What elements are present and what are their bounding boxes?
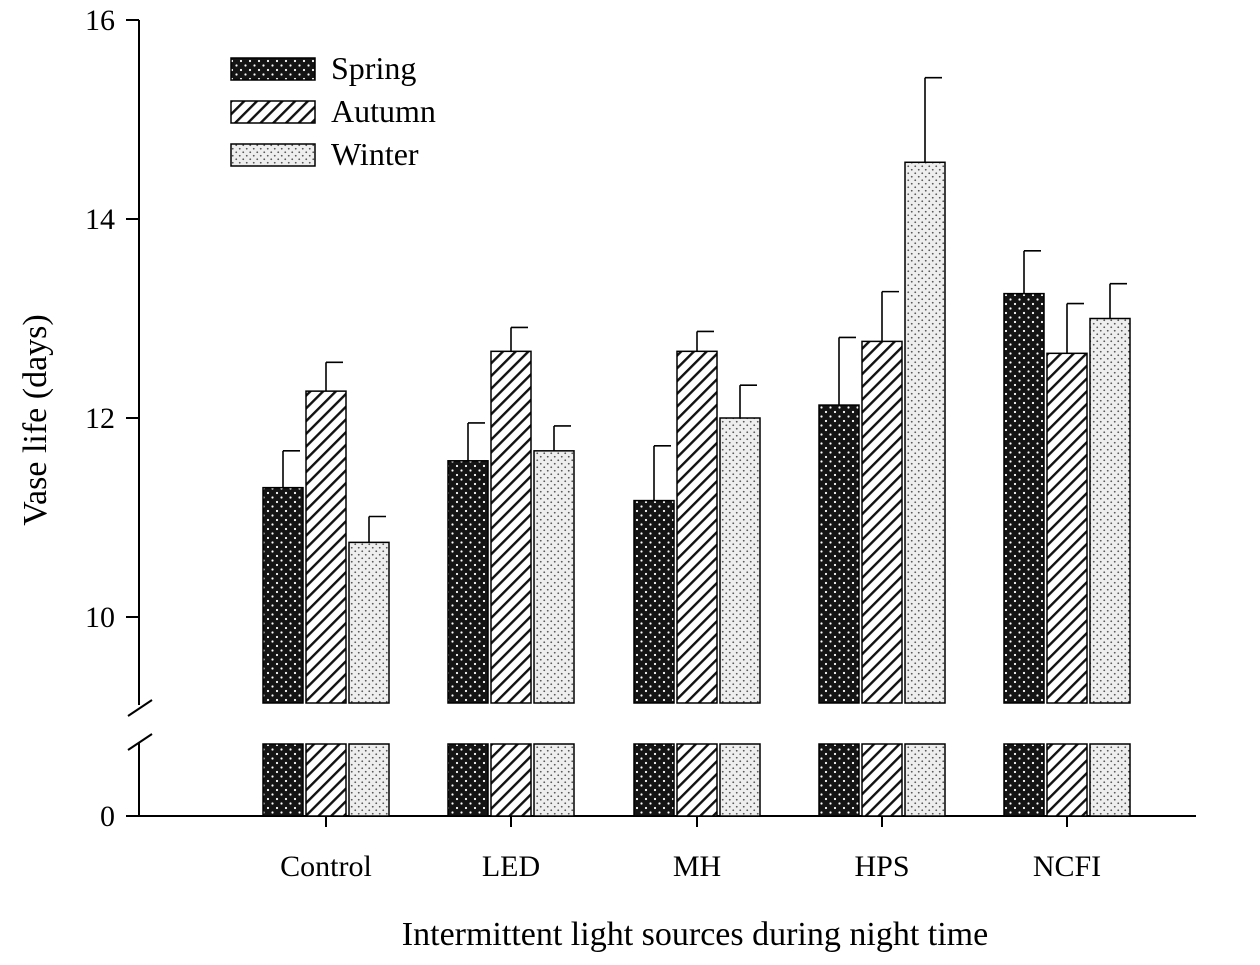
bar — [533, 450, 575, 704]
y-tick-label: 12 — [85, 402, 115, 435]
ticks: 0 10 12 14 16 Control LED MH HPS NCFI — [85, 4, 1101, 883]
y-tick-label: 10 — [85, 601, 115, 634]
bar — [262, 486, 304, 704]
bar-lower-segment — [533, 743, 575, 817]
bar-lower-segment — [262, 743, 304, 817]
x-tick-label: MH — [673, 850, 721, 883]
legend-swatch — [230, 100, 316, 124]
bar-lower-segment — [818, 743, 860, 817]
x-tick-label: LED — [482, 850, 540, 883]
bar-lower-segment — [1046, 743, 1088, 817]
bar-lower-segment — [490, 743, 532, 817]
bar-lower-segment — [633, 743, 675, 817]
y-tick-label: 0 — [100, 800, 115, 833]
bar — [1003, 292, 1045, 704]
bar — [904, 161, 946, 704]
bar — [633, 499, 675, 704]
y-tick-label: 16 — [85, 4, 115, 37]
legend-label: Spring — [331, 50, 416, 86]
bar — [305, 390, 347, 704]
legend: Spring Autumn Winter — [230, 50, 436, 172]
bar-lower-segment — [904, 743, 946, 817]
bar — [490, 350, 532, 704]
legend-label: Autumn — [331, 93, 436, 129]
y-axis-label: Vase life (days) — [17, 314, 54, 525]
bar-lower-segment — [348, 743, 390, 817]
bar-lower-segment — [1089, 743, 1131, 817]
legend-swatch — [230, 57, 316, 81]
legend-label: Winter — [331, 136, 419, 172]
bar-lower-segment — [447, 743, 489, 817]
x-tick-label: HPS — [854, 850, 909, 883]
bar-lower-segment — [861, 743, 903, 817]
bar-lower-segment — [676, 743, 718, 817]
x-tick-label: NCFI — [1033, 850, 1101, 883]
bar — [348, 541, 390, 704]
bar-lower-segment — [1003, 743, 1045, 817]
bar — [1089, 317, 1131, 704]
legend-swatch — [230, 143, 316, 167]
bar — [676, 350, 718, 704]
x-axis-label: Intermittent light sources during night … — [402, 916, 988, 953]
axis-break-mark — [127, 699, 153, 717]
bar-lower-segment — [305, 743, 347, 817]
bars — [262, 161, 1131, 817]
x-tick-label: Control — [280, 850, 372, 883]
axis-break-mark — [127, 733, 153, 751]
bar — [719, 417, 761, 704]
bar — [447, 460, 489, 704]
error-bars — [282, 76, 1127, 543]
y-tick-label: 14 — [85, 203, 115, 236]
bar — [818, 404, 860, 704]
bar — [1046, 352, 1088, 704]
bar-lower-segment — [719, 743, 761, 817]
bar — [861, 340, 903, 704]
